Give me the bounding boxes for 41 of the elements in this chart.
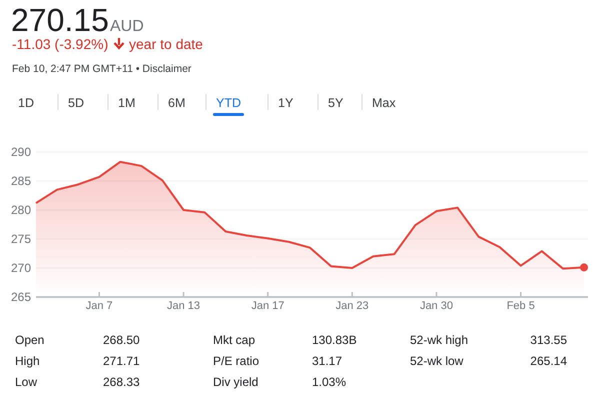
text: AUD [110,18,144,35]
text: 1.03% [312,375,346,389]
x-tick-label: Jan 17 [251,300,284,312]
text: 1Y [278,96,294,110]
text: 130.83B [312,333,357,347]
text: year to date [129,36,204,52]
text: 1D [18,96,34,110]
text: Mkt cap [213,333,256,347]
x-tick-label: Jan 13 [167,300,200,312]
text: 52-wk low [410,354,464,368]
text: 268.33 [103,375,140,389]
y-tick-label: 290 [10,145,32,159]
text: 313.55 [530,333,568,347]
text: Open [15,333,44,347]
text: YTD [216,96,241,110]
text: 31.17 [312,354,342,368]
text: 268.50 [103,333,140,347]
y-tick-label: 270 [10,261,32,275]
text: High [15,354,40,368]
y-tick-label: 275 [10,232,32,246]
text: 5Y [328,96,344,110]
y-tick-label: 280 [10,203,32,217]
text: P/E ratio [213,354,260,368]
y-tick-label: 285 [10,174,32,188]
text: 271.71 [103,354,140,368]
text: Div yield [213,375,258,389]
x-tick-label: Feb 5 [506,300,535,312]
text: 265.14 [530,354,568,368]
x-tick-label: Jan 23 [336,300,369,312]
text: -11.03 (-3.92%) [12,36,108,52]
text: 1M [118,96,136,110]
text: Feb 10, 2:47 PM GMT+11 • Disclaimer [12,63,192,75]
text: Max [372,96,396,110]
chart-title: 270.15 [11,2,109,38]
text: 6M [168,96,186,110]
x-tick-label: Jan 30 [420,300,453,312]
text: 5D [68,96,84,110]
text: Low [15,375,38,389]
y-tick-label: 265 [10,290,32,304]
x-tick-label: Jan 7 [86,300,113,312]
text: 52-wk high [410,333,468,347]
